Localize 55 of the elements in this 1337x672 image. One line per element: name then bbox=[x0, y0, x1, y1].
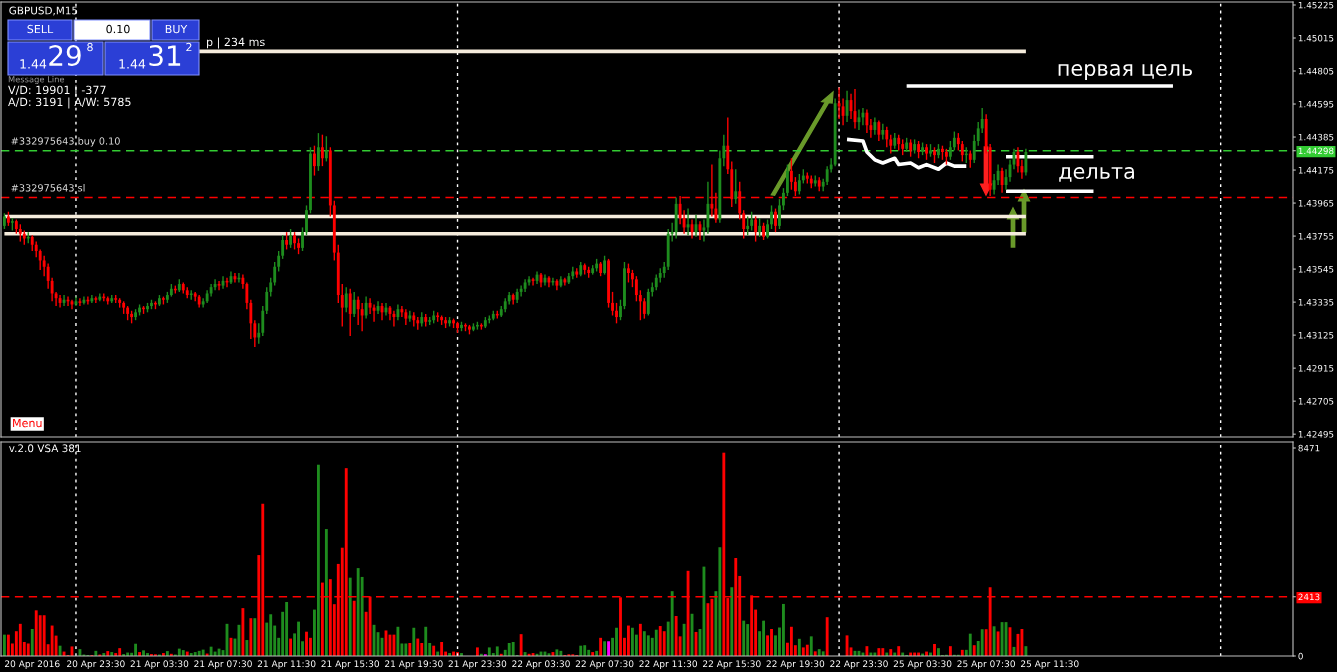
x-tick-label: 22 Apr 03:30 bbox=[512, 660, 570, 669]
y-tick-label: 1.44595 bbox=[1298, 100, 1334, 108]
ref-line-label: #332975643 sl bbox=[11, 183, 85, 192]
x-tick-label: 21 Apr 15:30 bbox=[321, 660, 380, 669]
x-tick-label: 21 Apr 03:30 bbox=[130, 660, 189, 669]
annotation: 1.44 bbox=[20, 59, 47, 69]
x-tick-label: 22 Apr 19:30 bbox=[766, 660, 825, 669]
x-tick-label: 21 Apr 23:30 bbox=[448, 660, 507, 669]
y-tick-label: 1.42915 bbox=[1298, 364, 1334, 372]
y-tick-label: 1.45015 bbox=[1298, 34, 1334, 42]
x-tick-label: 21 Apr 19:30 bbox=[385, 660, 443, 669]
annotation: 2 bbox=[186, 42, 192, 52]
y-tick-label: 8471 bbox=[1298, 444, 1320, 452]
x-tick-label: 21 Apr 07:30 bbox=[194, 660, 252, 669]
x-tick-label: 22 Apr 23:30 bbox=[830, 660, 888, 669]
y-tick-label: 1.43755 bbox=[1298, 232, 1334, 240]
y-tick-label: 1.44298 bbox=[1298, 147, 1334, 155]
y-tick-label: 1.44385 bbox=[1298, 133, 1334, 141]
chart-title: v.2.0 VSA 381 bbox=[9, 444, 81, 453]
y-tick-label: 1.43125 bbox=[1298, 331, 1334, 339]
x-tick-label: 25 Apr 11:30 bbox=[1020, 660, 1079, 669]
y-tick-label: 1.42705 bbox=[1298, 397, 1334, 405]
annotation: дельта bbox=[1059, 167, 1134, 182]
y-tick-label: 2413 bbox=[1298, 593, 1320, 601]
ref-line-label: #332975643 buy 0.10 bbox=[11, 137, 120, 147]
annotation: BUY bbox=[165, 24, 188, 34]
annotation: SELL bbox=[27, 24, 54, 34]
annotation: 31 bbox=[149, 45, 181, 67]
annotation: 1.44 bbox=[119, 59, 146, 69]
x-tick-label: 22 Apr 11:30 bbox=[639, 660, 698, 669]
y-tick-label: 1.43335 bbox=[1298, 298, 1334, 306]
x-tick-label: 20 Apr 2016 bbox=[4, 660, 60, 669]
y-tick-label: 1.44805 bbox=[1298, 67, 1334, 75]
annotation: p | 234 ms bbox=[207, 37, 265, 49]
annotation: A/D: 3191 | A/W: 5785 bbox=[8, 97, 131, 109]
x-tick-label: 22 Apr 07:30 bbox=[575, 660, 634, 669]
annotation: 8 bbox=[87, 42, 93, 52]
y-tick-label: 1.43965 bbox=[1298, 199, 1334, 207]
annotation: Message Line bbox=[8, 75, 65, 85]
x-tick-label: 25 Apr 07:30 bbox=[957, 660, 1015, 669]
annotation: 29 bbox=[49, 45, 81, 67]
chart-title: GBPUSD,M15 bbox=[9, 6, 78, 16]
y-tick-label: 0 bbox=[1298, 652, 1303, 660]
annotation: Menu bbox=[13, 418, 42, 428]
y-tick-label: 1.42495 bbox=[1298, 431, 1334, 438]
annotation: первая цель bbox=[1058, 64, 1192, 81]
annotation: V/D: 19901 | -377 bbox=[8, 85, 106, 97]
y-tick-label: 1.44175 bbox=[1298, 167, 1334, 174]
x-tick-label: 25 Apr 03:30 bbox=[893, 660, 952, 669]
x-tick-label: 20 Apr 23:30 bbox=[67, 660, 125, 669]
y-tick-label: 1.45225 bbox=[1298, 1, 1334, 9]
y-tick-label: 1.43545 bbox=[1298, 265, 1334, 273]
x-tick-label: 21 Apr 11:30 bbox=[257, 660, 316, 669]
x-tick-label: 22 Apr 15:30 bbox=[703, 660, 761, 669]
annotation: 0.10 bbox=[106, 24, 130, 34]
